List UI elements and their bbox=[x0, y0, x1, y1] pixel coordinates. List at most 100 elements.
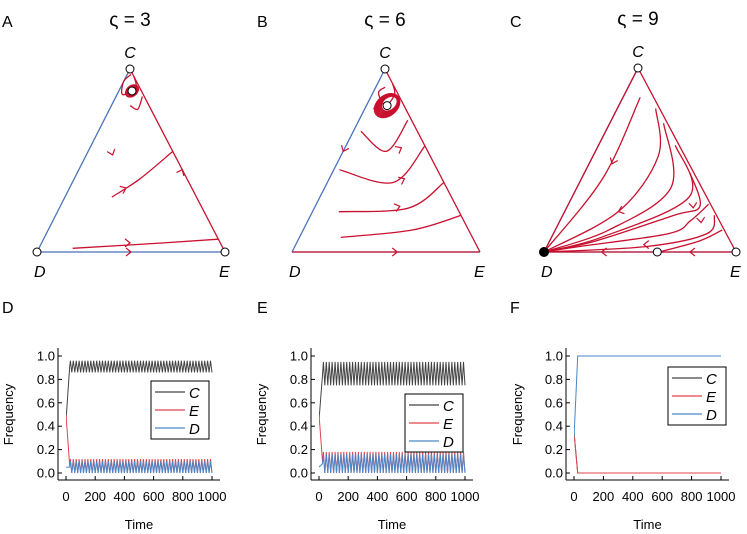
limit-cycle-band bbox=[380, 95, 399, 113]
series-line-D bbox=[574, 355, 721, 438]
y-tick-label: 0.0 bbox=[290, 466, 308, 481]
fixed-point-unstable bbox=[32, 247, 42, 257]
trajectory-line bbox=[543, 214, 716, 253]
panel-letter: A bbox=[2, 14, 13, 31]
panel-letter: D bbox=[2, 300, 14, 317]
y-tick-label: 1.0 bbox=[290, 349, 308, 364]
fixed-point-unstable bbox=[380, 64, 390, 74]
legend-label-C: C bbox=[443, 398, 454, 415]
flow-arrow bbox=[340, 144, 350, 153]
legend-label-E: E bbox=[443, 416, 454, 433]
trajectory-line bbox=[129, 96, 144, 111]
x-tick-label: 1000 bbox=[707, 489, 736, 504]
flow-arrow bbox=[176, 168, 185, 177]
panel-title: ς = 9 bbox=[617, 9, 658, 30]
x-axis-label: Time bbox=[378, 517, 406, 532]
series-line-C bbox=[574, 432, 721, 474]
x-tick-label: 600 bbox=[651, 489, 673, 504]
flow-arrow bbox=[394, 146, 403, 154]
vertex-label-C: C bbox=[379, 45, 391, 62]
trajectory-line bbox=[659, 229, 723, 253]
series-group bbox=[319, 361, 466, 474]
vertex-label-E: E bbox=[219, 264, 230, 281]
series-group bbox=[574, 355, 721, 474]
y-tick-label: 0.0 bbox=[37, 466, 55, 481]
panel-letter: F bbox=[510, 300, 520, 317]
panel-title: ς = 3 bbox=[109, 10, 150, 31]
vertex-label-E: E bbox=[474, 264, 485, 281]
fixed-point-unstable bbox=[633, 63, 643, 73]
timeseries-panel-E: E 0.0 0.2 0.4 0.6 0.8 1.0 0 200 400 600 800 1000 Time… bbox=[254, 300, 479, 532]
timeseries-panel-F: F 0.0 0.2 0.4 0.6 0.8 1.0 0 200 400 600 800 1000 Time… bbox=[510, 300, 735, 532]
timeseries-panel-D: D 0.0 0.2 0.4 0.6 0.8 1.0 0 200 400 600 800 1000 Time… bbox=[1, 300, 226, 532]
x-tick-label: 600 bbox=[143, 489, 165, 504]
panel-letter: B bbox=[257, 14, 268, 31]
trajectory-line bbox=[72, 238, 219, 249]
trajectory-line bbox=[543, 172, 702, 253]
legend-label-D: D bbox=[189, 421, 200, 438]
edge-E-C bbox=[637, 67, 737, 253]
fixed-point-center-like bbox=[382, 101, 392, 111]
legend-label-E: E bbox=[189, 403, 200, 420]
vertex-label-E: E bbox=[730, 264, 741, 281]
panel-letter: E bbox=[257, 300, 268, 317]
edge-C-D bbox=[36, 68, 131, 253]
trajectory-line bbox=[543, 108, 662, 253]
panel-letter: C bbox=[510, 14, 522, 31]
fixed-point-center-like bbox=[127, 86, 137, 96]
fixed-point-unstable bbox=[220, 247, 230, 257]
x-tick-label: 1000 bbox=[198, 489, 227, 504]
y-tick-label: 0.8 bbox=[545, 372, 563, 387]
vertex-label-D: D bbox=[541, 264, 553, 281]
edge-E-C bbox=[129, 68, 226, 253]
vertex-label-C: C bbox=[124, 45, 136, 62]
fixed-point-stable bbox=[539, 247, 549, 257]
trajectory-line bbox=[120, 74, 137, 96]
vertex-label-C: C bbox=[632, 44, 644, 61]
flow-arrow bbox=[600, 247, 607, 257]
series-line-C bbox=[66, 360, 213, 421]
x-tick-label: 0 bbox=[62, 489, 69, 504]
y-tick-label: 0.4 bbox=[37, 419, 55, 434]
legend-label-C: C bbox=[706, 371, 717, 388]
vertex-label-D: D bbox=[289, 264, 301, 281]
flow-arrow bbox=[391, 247, 399, 257]
series-line-D bbox=[66, 461, 213, 474]
flow-arrow bbox=[688, 202, 698, 209]
x-axis-label: Time bbox=[633, 517, 661, 532]
x-tick-label: 400 bbox=[114, 489, 136, 504]
y-tick-label: 0.8 bbox=[290, 372, 308, 387]
x-tick-label: 200 bbox=[337, 489, 359, 504]
series-line-C bbox=[319, 361, 466, 421]
flow-arrow bbox=[617, 205, 625, 215]
edge-C-D bbox=[291, 68, 386, 253]
legend-label-D: D bbox=[443, 434, 454, 451]
trajectory-line bbox=[111, 150, 174, 198]
series-group bbox=[66, 360, 213, 474]
trajectory-line bbox=[338, 181, 445, 213]
x-tick-label: 0 bbox=[570, 489, 577, 504]
y-tick-label: 0.2 bbox=[37, 442, 55, 457]
x-tick-label: 0 bbox=[315, 489, 322, 504]
trajectory-line bbox=[543, 145, 694, 253]
trajectory-line bbox=[543, 203, 710, 253]
y-tick-label: 1.0 bbox=[37, 349, 55, 364]
y-tick-label: 0.4 bbox=[545, 419, 563, 434]
legend-label-E: E bbox=[706, 389, 717, 406]
flow-arrow bbox=[119, 185, 127, 194]
x-tick-label: 600 bbox=[396, 489, 418, 504]
trajectory-line bbox=[543, 67, 639, 253]
x-tick-label: 400 bbox=[622, 489, 644, 504]
x-tick-label: 400 bbox=[367, 489, 389, 504]
y-tick-label: 0.2 bbox=[545, 442, 563, 457]
trajectory-line bbox=[543, 97, 641, 253]
trajectory-line bbox=[543, 123, 675, 253]
y-axis-label: Frequency bbox=[254, 383, 269, 445]
flow-arrow bbox=[124, 238, 131, 248]
flow-arrow bbox=[398, 176, 406, 185]
x-tick-label: 200 bbox=[593, 489, 615, 504]
series-line-E bbox=[574, 432, 721, 474]
